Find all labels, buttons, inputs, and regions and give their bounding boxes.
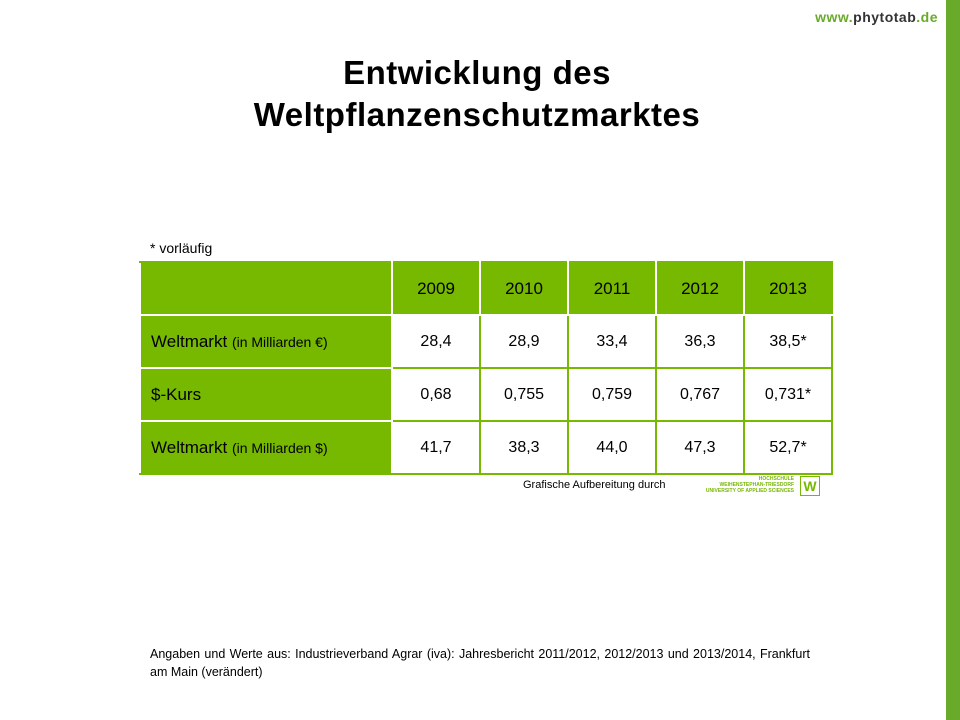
green-side-bar (946, 0, 960, 720)
row-label: Weltmarkt (in Milliarden €) (139, 314, 393, 369)
source-citation: Angaben und Werte aus: Industrieverband … (150, 647, 810, 679)
value-cell: 52,7* (743, 420, 833, 475)
credit-text: Grafische Aufbereitung durch (523, 479, 666, 491)
value-cell: 44,0 (567, 420, 657, 475)
row-label: $-Kurs (139, 367, 393, 422)
value-cell: 38,3 (479, 420, 569, 475)
value-cell: 28,9 (479, 314, 569, 369)
value-cell: 36,3 (655, 314, 745, 369)
market-table: 2009 2010 2011 2012 2013 Weltmarkt (in M… (139, 261, 833, 475)
value-cell: 0,68 (391, 367, 481, 422)
value-cell: 38,5* (743, 314, 833, 369)
value-cell: 41,7 (391, 420, 481, 475)
year-header: 2010 (479, 261, 569, 316)
value-cell: 28,4 (391, 314, 481, 369)
header-row: 2009 2010 2011 2012 2013 (139, 261, 833, 316)
university-logo: HOCHSCHULE WEIHENSTEPHAN-TRIESDORF UNIVERS… (704, 476, 820, 496)
year-header: 2011 (567, 261, 657, 316)
value-cell: 0,767 (655, 367, 745, 422)
logo-w-icon: W (800, 476, 820, 496)
row-label: Weltmarkt (in Milliarden $) (139, 420, 393, 475)
value-cell: 47,3 (655, 420, 745, 475)
value-cell: 33,4 (567, 314, 657, 369)
year-header: 2013 (743, 261, 833, 316)
table-row: Weltmarkt (in Milliarden $) 41,7 38,3 44… (139, 420, 833, 475)
table-row: $-Kurs 0,68 0,755 0,759 0,767 0,731* (139, 367, 833, 422)
value-cell: 0,755 (479, 367, 569, 422)
site-url: www.phytotab.de (815, 9, 938, 25)
table-row: Weltmarkt (in Milliarden €) 28,4 28,9 33… (139, 314, 833, 369)
page-title: Entwicklung des Weltpflanzenschutzmarktes (253, 54, 701, 133)
corner-cell (139, 261, 393, 316)
year-header: 2009 (391, 261, 481, 316)
footnote-preliminary: * vorläufig (150, 240, 213, 256)
value-cell: 0,759 (567, 367, 657, 422)
value-cell: 0,731* (743, 367, 833, 422)
year-header: 2012 (655, 261, 745, 316)
